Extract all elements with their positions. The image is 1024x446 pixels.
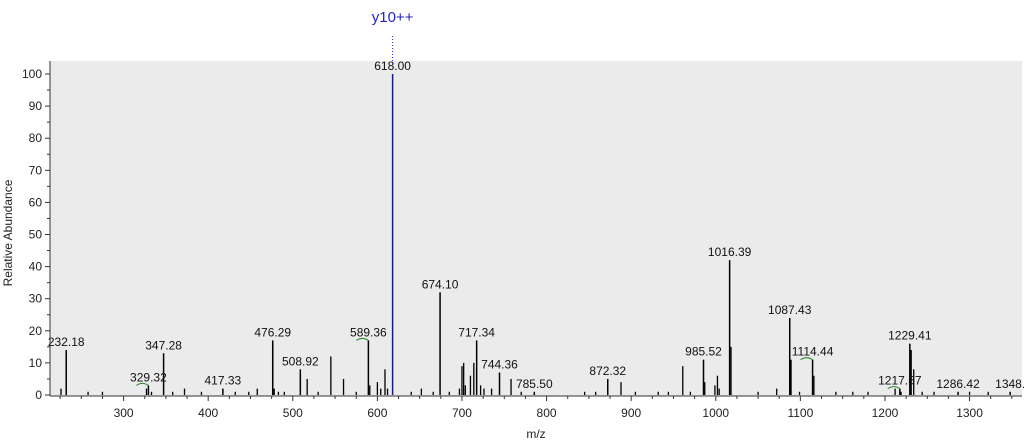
peak-label: 744.36 bbox=[481, 358, 518, 372]
peak-label: 232.18 bbox=[48, 335, 85, 349]
marker-glyph bbox=[887, 386, 901, 390]
peak-label: 618.00 bbox=[374, 59, 411, 73]
peak-label: 347.28 bbox=[145, 338, 182, 352]
y-tick-label: 0 bbox=[35, 388, 42, 402]
peak-label: 417.33 bbox=[205, 374, 242, 388]
peaks-layer bbox=[60, 74, 1011, 395]
peak-label: 1114.44 bbox=[792, 345, 834, 359]
x-tick-label: 1200 bbox=[872, 406, 899, 420]
peak-label: 1286.42 bbox=[936, 377, 980, 391]
plot-area bbox=[50, 61, 1022, 396]
peak-label: 1348. bbox=[995, 377, 1024, 391]
annotation-label: y10++ bbox=[372, 9, 414, 26]
peak-label: 674.10 bbox=[422, 277, 459, 291]
marker-glyph bbox=[800, 357, 813, 361]
peak-label: 1229.41 bbox=[888, 329, 932, 343]
x-tick-label: 300 bbox=[114, 406, 134, 420]
x-tick-label: 1100 bbox=[787, 406, 813, 420]
peak-label: 872.32 bbox=[589, 364, 626, 378]
x-ticks-layer: 300 400 500 600 700 800 900 1000 1100 1200 1300 bbox=[59, 396, 1013, 420]
annotations-layer: y10++ bbox=[136, 9, 901, 390]
peak-label: 1087.43 bbox=[768, 303, 812, 317]
y-ticks-layer: 0 10 20 30 40 50 60 70 80 90 100 bbox=[22, 67, 50, 402]
y-tick-label: 50 bbox=[29, 228, 43, 242]
peak-label: 508.92 bbox=[282, 354, 319, 368]
peak-label: 985.52 bbox=[685, 345, 722, 359]
peak-label: 476.29 bbox=[254, 325, 291, 339]
y-tick-label: 30 bbox=[29, 292, 43, 306]
peak-label: 785.50 bbox=[516, 377, 553, 391]
x-tick-label: 1000 bbox=[702, 406, 729, 420]
x-tick-label: 700 bbox=[452, 406, 472, 420]
y-tick-label: 80 bbox=[29, 131, 43, 145]
marker-glyph bbox=[356, 337, 369, 341]
y-axis-title: Relative Abundance bbox=[1, 179, 15, 286]
y-tick-label: 90 bbox=[29, 99, 43, 113]
y-tick-label: 40 bbox=[29, 260, 43, 274]
x-tick-label: 900 bbox=[621, 406, 641, 420]
peak-label: 1217.57 bbox=[878, 374, 922, 388]
x-axis-title: m/z bbox=[526, 427, 545, 441]
peak-label: 1016.39 bbox=[708, 245, 752, 259]
y-tick-label: 20 bbox=[29, 324, 43, 338]
y-tick-label: 100 bbox=[22, 67, 42, 81]
marker-glyph bbox=[136, 382, 149, 386]
x-tick-label: 400 bbox=[198, 406, 218, 420]
y-tick-label: 60 bbox=[29, 195, 43, 209]
labels-layer: 232.18 329.32 347.28 417.33 476.29 508.92 589.… bbox=[48, 59, 1024, 391]
peak-label: 717.34 bbox=[458, 325, 495, 339]
x-tick-label: 500 bbox=[283, 406, 303, 420]
x-tick-label: 600 bbox=[367, 406, 387, 420]
x-tick-label: 800 bbox=[537, 406, 557, 420]
peak-label: 589.36 bbox=[350, 325, 387, 339]
x-tick-label: 1300 bbox=[956, 406, 983, 420]
peak-label: 329.32 bbox=[130, 370, 167, 384]
y-tick-label: 70 bbox=[29, 163, 43, 177]
y-tick-label: 10 bbox=[29, 356, 43, 370]
